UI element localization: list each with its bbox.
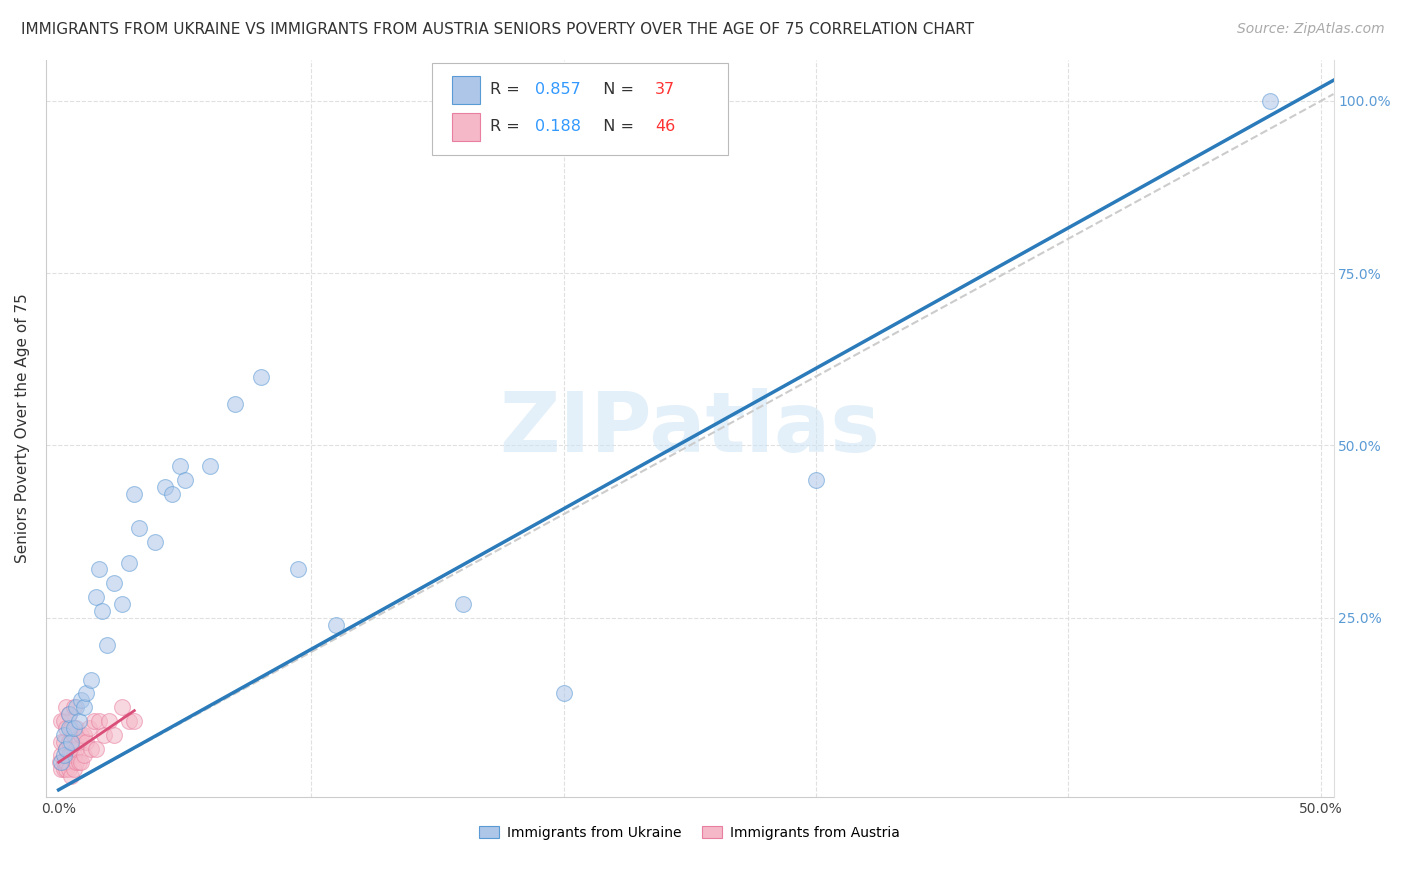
Text: 37: 37 xyxy=(655,82,675,97)
Point xyxy=(58,748,80,763)
Point xyxy=(67,756,90,770)
Point xyxy=(124,486,146,500)
Point xyxy=(98,714,121,728)
Point xyxy=(173,473,195,487)
Text: R =: R = xyxy=(491,120,524,134)
Text: 0.857: 0.857 xyxy=(536,82,581,97)
Text: IMMIGRANTS FROM UKRAINE VS IMMIGRANTS FROM AUSTRIA SENIORS POVERTY OVER THE AGE : IMMIGRANTS FROM UKRAINE VS IMMIGRANTS FR… xyxy=(21,22,974,37)
Point xyxy=(451,597,474,611)
Point xyxy=(58,721,80,735)
Point xyxy=(55,741,77,756)
Point xyxy=(49,734,72,748)
Point xyxy=(52,728,75,742)
Text: N =: N = xyxy=(593,82,640,97)
Text: ZIPatlas: ZIPatlas xyxy=(499,388,880,468)
Point xyxy=(83,714,105,728)
Point xyxy=(58,734,80,748)
Point xyxy=(49,762,72,776)
Point xyxy=(62,728,84,742)
Point xyxy=(49,714,72,728)
Point xyxy=(124,714,146,728)
Point xyxy=(70,756,93,770)
Point xyxy=(73,700,96,714)
Point xyxy=(93,728,115,742)
Point xyxy=(52,756,75,770)
Point xyxy=(55,756,77,770)
Point xyxy=(80,673,103,687)
Text: R =: R = xyxy=(491,82,524,97)
Point xyxy=(67,734,90,748)
Point xyxy=(103,728,125,742)
Point xyxy=(80,741,103,756)
Point xyxy=(77,721,100,735)
Point xyxy=(58,707,80,722)
Y-axis label: Seniors Poverty Over the Age of 75: Seniors Poverty Over the Age of 75 xyxy=(15,293,30,563)
Legend: Immigrants from Ukraine, Immigrants from Austria: Immigrants from Ukraine, Immigrants from… xyxy=(474,820,905,845)
Point xyxy=(58,707,80,722)
Point xyxy=(103,576,125,591)
Text: 46: 46 xyxy=(655,120,675,134)
Point xyxy=(60,734,83,748)
Point xyxy=(65,721,87,735)
Point xyxy=(287,562,309,576)
Point xyxy=(62,721,84,735)
Point xyxy=(325,617,347,632)
Point xyxy=(67,714,90,728)
Point xyxy=(153,480,176,494)
Point xyxy=(86,590,108,604)
Point xyxy=(90,604,112,618)
Point xyxy=(49,756,72,770)
Point xyxy=(111,700,134,714)
Point xyxy=(65,700,87,714)
Point xyxy=(118,714,141,728)
Point xyxy=(58,762,80,776)
Point xyxy=(60,748,83,763)
Point xyxy=(198,458,221,473)
Point xyxy=(87,714,110,728)
Point xyxy=(60,721,83,735)
Point xyxy=(52,748,75,763)
Point xyxy=(55,741,77,756)
Point xyxy=(65,741,87,756)
Point xyxy=(65,756,87,770)
Point xyxy=(75,734,97,748)
Point xyxy=(55,700,77,714)
FancyBboxPatch shape xyxy=(451,112,479,141)
Point xyxy=(160,486,183,500)
Text: N =: N = xyxy=(593,120,640,134)
Point xyxy=(249,369,271,384)
Point xyxy=(73,748,96,763)
Point xyxy=(52,714,75,728)
Point xyxy=(49,748,72,763)
Point xyxy=(62,700,84,714)
Point xyxy=(55,721,77,735)
Point xyxy=(553,686,575,700)
Point xyxy=(62,762,84,776)
Text: 0.188: 0.188 xyxy=(536,120,581,134)
Point xyxy=(55,762,77,776)
Point xyxy=(169,458,191,473)
Point xyxy=(70,693,93,707)
Point xyxy=(52,762,75,776)
Text: Source: ZipAtlas.com: Source: ZipAtlas.com xyxy=(1237,22,1385,37)
Point xyxy=(804,473,827,487)
Point xyxy=(87,562,110,576)
FancyBboxPatch shape xyxy=(432,63,728,155)
Point xyxy=(49,756,72,770)
Point xyxy=(224,397,246,411)
Point xyxy=(60,769,83,783)
Point xyxy=(70,728,93,742)
Point xyxy=(111,597,134,611)
Point xyxy=(1260,94,1282,108)
Point xyxy=(143,534,166,549)
Point xyxy=(73,728,96,742)
Point xyxy=(118,556,141,570)
Point xyxy=(52,734,75,748)
FancyBboxPatch shape xyxy=(451,76,479,103)
Point xyxy=(75,686,97,700)
Point xyxy=(86,741,108,756)
Point xyxy=(62,748,84,763)
Point xyxy=(96,638,118,652)
Point xyxy=(128,521,150,535)
